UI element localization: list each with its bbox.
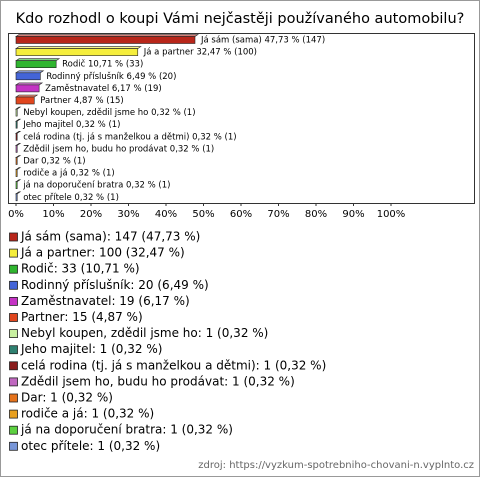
bar-top (15, 94, 39, 98)
x-tick-label: 20% (80, 209, 102, 220)
legend-label: Rodič: 33 (10,71 %) (21, 262, 140, 276)
bar-top (15, 70, 45, 74)
bar (15, 169, 18, 177)
legend-swatch (9, 345, 18, 355)
legend-label: Jeho majitel: 1 (0,32 %) (20, 342, 162, 356)
x-tick-label: 70% (267, 209, 289, 220)
data-label: Nebyl koupen, zdědil jsme ho 0,32 % (1) (23, 108, 195, 118)
data-label: Jeho majitel 0,32 % (1) (22, 120, 120, 130)
legend-label: Nebyl koupen, zdědil jsme ho: 1 (0,32 %) (21, 326, 268, 340)
bar (15, 193, 18, 202)
legend-label: otec přítele: 1 (0,32 %) (21, 439, 160, 453)
legend-label: celá rodina (tj. já s manželkou a dětmi)… (21, 358, 326, 372)
legend-swatch (9, 441, 18, 451)
bar (15, 181, 18, 189)
legend-swatch (9, 393, 18, 403)
data-label: Rodinný příslušník 6,49 % (20) (46, 71, 176, 82)
data-label: celá rodina (tj. já s manželkou a dětmi)… (23, 132, 236, 142)
legend-label: Zdědil jsem ho, budu ho prodávat: 1 (0,3… (21, 374, 295, 388)
source: zdroj: https://vyzkum-spotrebniho-chovan… (198, 460, 474, 471)
bar (15, 120, 18, 129)
legend-label: Zaměstnavatel: 19 (6,17 %) (21, 294, 190, 308)
x-tick-label: 0% (8, 209, 24, 220)
bar (15, 108, 18, 117)
bar (15, 157, 18, 165)
legend-label: já na doporučení bratra: 1 (0,32 %) (20, 423, 233, 437)
legend-swatch (9, 329, 18, 339)
legend-label: Rodinný příslušník: 20 (6,49 %) (21, 278, 209, 292)
bar (15, 60, 57, 69)
chart-title: Kdo rozhodl o koupi Vámi nejčastěji použ… (16, 11, 465, 27)
legend-swatch (9, 409, 18, 419)
legend-swatch (9, 296, 18, 306)
x-tick-label: 90% (342, 209, 364, 220)
legend-label: Dar: 1 (0,32 %) (21, 391, 113, 405)
legend-swatch (9, 264, 18, 274)
x-tick-label: 100% (377, 209, 406, 220)
bar (15, 133, 18, 141)
data-label: otec přítele 0,32 % (1) (23, 193, 119, 203)
data-label: já na doporučení bratra 0,32 % (1) (22, 180, 170, 191)
legend-swatch (9, 232, 18, 242)
legend-swatch (9, 361, 18, 371)
legend-label: rodiče a já: 1 (0,32 %) (21, 407, 154, 421)
data-label: Rodič 10,71 % (33) (62, 59, 143, 70)
data-label: Zaměstnavatel 6,17 % (19) (45, 84, 162, 94)
data-label: Já sám (sama) 47,73 % (147) (200, 36, 325, 46)
bar-top (15, 82, 44, 86)
legend-swatch (9, 248, 18, 258)
legend-label: Já sám (sama): 147 (47,73 %) (20, 230, 200, 244)
bar (15, 72, 41, 81)
legend-swatch (9, 425, 18, 435)
legend-swatch (9, 313, 18, 322)
bar (15, 145, 18, 153)
legend-label: Já a partner: 100 (32,47 %) (20, 246, 185, 260)
plot-frame (8, 33, 475, 204)
legend-swatch (9, 377, 18, 387)
bar (15, 36, 196, 44)
bar (15, 96, 35, 105)
legend-label: Partner: 15 (4,87 %) (21, 310, 143, 324)
data-label: Já a partner 32,47 % (100) (143, 48, 257, 58)
x-tick-label: 40% (155, 209, 177, 220)
bar (15, 84, 40, 93)
data-label: Dar 0,32 % (1) (23, 157, 85, 167)
x-tick-label: 80% (305, 209, 327, 220)
x-tick-label: 30% (117, 209, 139, 220)
data-label: Partner 4,87 % (15) (40, 96, 123, 106)
x-tick-label: 50% (192, 209, 214, 220)
x-tick-label: 10% (42, 209, 64, 220)
bar (15, 48, 139, 56)
data-label: rodiče a já 0,32 % (1) (23, 168, 115, 179)
x-tick-label: 60% (230, 209, 252, 220)
data-label: Zdědil jsem ho, budu ho prodávat 0,32 % … (23, 144, 214, 154)
legend-swatch (9, 280, 18, 290)
